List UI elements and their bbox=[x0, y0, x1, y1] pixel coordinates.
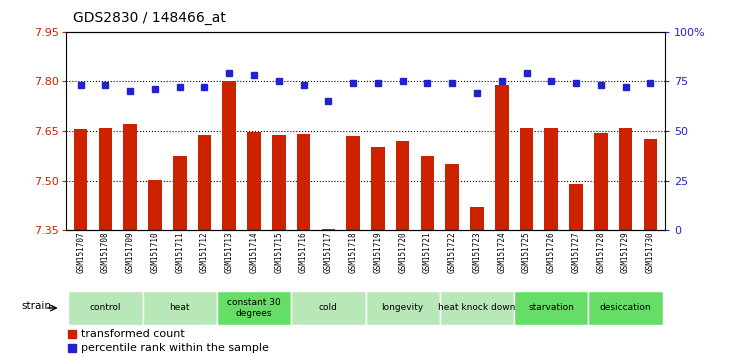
Text: GSM151708: GSM151708 bbox=[101, 231, 110, 273]
Text: strain: strain bbox=[21, 301, 51, 311]
Text: GSM151724: GSM151724 bbox=[497, 231, 507, 273]
Text: desiccation: desiccation bbox=[599, 303, 651, 313]
Text: GSM151722: GSM151722 bbox=[447, 231, 457, 273]
Bar bbox=[445, 164, 459, 230]
Text: heat: heat bbox=[170, 303, 190, 313]
FancyBboxPatch shape bbox=[514, 291, 588, 325]
Text: GSM151709: GSM151709 bbox=[126, 231, 135, 273]
FancyBboxPatch shape bbox=[217, 291, 291, 325]
Text: GSM151726: GSM151726 bbox=[547, 231, 556, 273]
Bar bbox=[173, 156, 186, 230]
Text: GSM151717: GSM151717 bbox=[324, 231, 333, 273]
Text: GSM151718: GSM151718 bbox=[349, 231, 357, 273]
FancyBboxPatch shape bbox=[143, 291, 217, 325]
Bar bbox=[297, 134, 311, 230]
Bar bbox=[197, 135, 211, 230]
FancyBboxPatch shape bbox=[68, 291, 143, 325]
Bar bbox=[247, 132, 261, 230]
FancyBboxPatch shape bbox=[291, 291, 366, 325]
FancyBboxPatch shape bbox=[366, 291, 440, 325]
Bar bbox=[569, 184, 583, 230]
Bar bbox=[148, 179, 162, 230]
Bar bbox=[618, 128, 632, 230]
Text: GSM151728: GSM151728 bbox=[596, 231, 605, 273]
Bar bbox=[371, 148, 385, 230]
Bar bbox=[396, 141, 409, 230]
Bar bbox=[99, 128, 113, 230]
Bar bbox=[124, 124, 137, 230]
Text: GSM151714: GSM151714 bbox=[249, 231, 259, 273]
Text: constant 30
degrees: constant 30 degrees bbox=[227, 298, 281, 318]
FancyBboxPatch shape bbox=[440, 291, 514, 325]
Bar bbox=[420, 156, 434, 230]
Text: GSM151730: GSM151730 bbox=[646, 231, 655, 273]
Text: GSM151715: GSM151715 bbox=[274, 231, 284, 273]
Text: heat knock down: heat knock down bbox=[439, 303, 515, 313]
Bar bbox=[322, 229, 335, 230]
Text: control: control bbox=[90, 303, 121, 313]
Text: GSM151707: GSM151707 bbox=[76, 231, 85, 273]
Text: GSM151727: GSM151727 bbox=[572, 231, 580, 273]
Text: GSM151721: GSM151721 bbox=[423, 231, 432, 273]
Bar bbox=[495, 85, 509, 230]
Text: GSM151716: GSM151716 bbox=[299, 231, 308, 273]
Text: percentile rank within the sample: percentile rank within the sample bbox=[80, 343, 269, 353]
FancyBboxPatch shape bbox=[588, 291, 663, 325]
Text: starvation: starvation bbox=[529, 303, 575, 313]
Text: GDS2830 / 148466_at: GDS2830 / 148466_at bbox=[73, 11, 226, 25]
Bar bbox=[470, 207, 484, 230]
Text: cold: cold bbox=[319, 303, 338, 313]
Bar bbox=[272, 135, 286, 230]
Text: GSM151720: GSM151720 bbox=[398, 231, 407, 273]
Text: GSM151711: GSM151711 bbox=[175, 231, 184, 273]
Text: GSM151710: GSM151710 bbox=[151, 231, 159, 273]
Bar bbox=[74, 129, 88, 230]
Text: GSM151719: GSM151719 bbox=[374, 231, 382, 273]
Bar bbox=[346, 136, 360, 230]
Text: GSM151725: GSM151725 bbox=[522, 231, 531, 273]
Bar bbox=[545, 128, 558, 230]
Bar bbox=[643, 139, 657, 230]
Bar bbox=[520, 129, 534, 230]
Bar bbox=[222, 81, 236, 230]
Text: GSM151712: GSM151712 bbox=[200, 231, 209, 273]
Text: GSM151713: GSM151713 bbox=[224, 231, 234, 273]
Bar bbox=[594, 133, 607, 230]
Text: longevity: longevity bbox=[382, 303, 424, 313]
Text: transformed count: transformed count bbox=[80, 329, 184, 339]
Text: GSM151729: GSM151729 bbox=[621, 231, 630, 273]
Text: GSM151723: GSM151723 bbox=[472, 231, 482, 273]
